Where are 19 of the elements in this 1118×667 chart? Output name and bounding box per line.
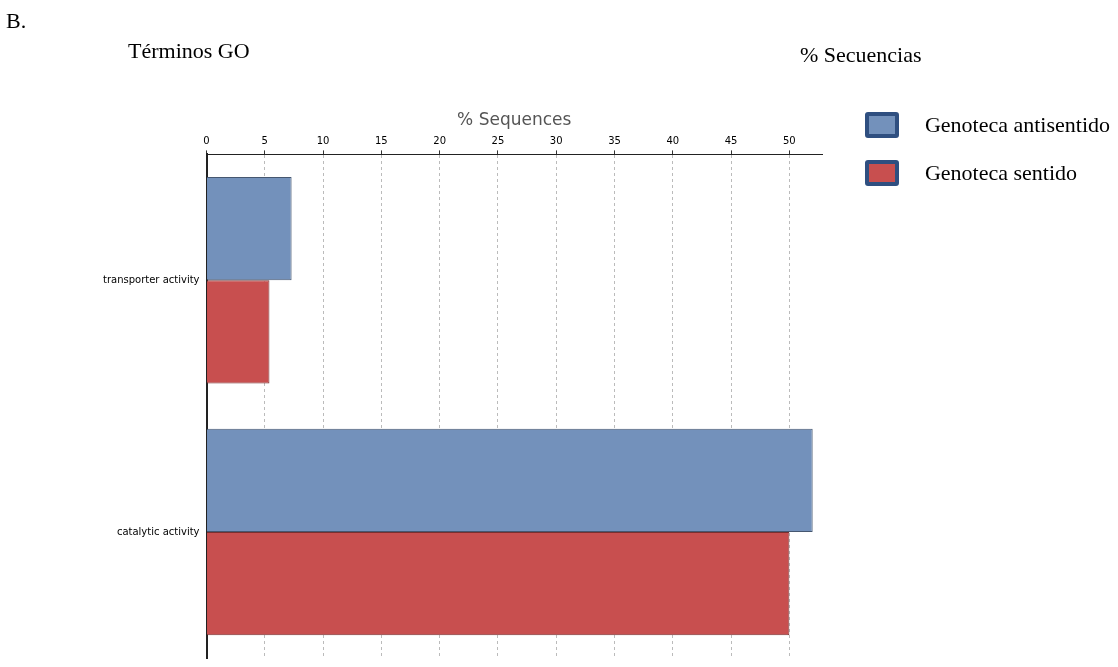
x-tick-label: 5 [261,134,268,146]
x-tick-label: 45 [724,134,738,146]
legend-label: Genoteca antisentido [924,112,1110,138]
x-tick-label: 30 [549,134,563,146]
legend-label: Genoteca sentido [924,160,1077,186]
text: B. [6,8,27,34]
x-tick-label: 15 [375,134,388,146]
x-tick-label: 25 [491,134,505,146]
y-tick-label: catalytic activity [116,525,200,537]
text: Términos GO [128,38,250,64]
text: % Secuencias [800,42,922,68]
x-tick-label: 10 [316,134,330,146]
x-tick-label: 40 [666,134,680,146]
x-tick-label: 20 [433,134,447,146]
y-tick-label: transporter activity [102,273,200,285]
x-tick-label: 0 [203,134,210,146]
x-tick-label: 35 [608,134,621,146]
x-axis-title: % Sequences [457,108,572,129]
x-tick-label: 50 [782,134,796,146]
